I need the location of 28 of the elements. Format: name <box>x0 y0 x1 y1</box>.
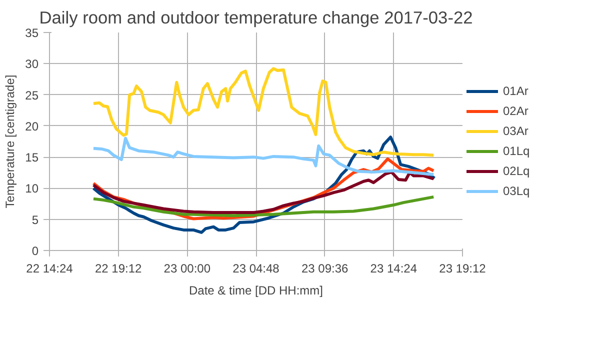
x-tick-label: 23 00:00 <box>164 262 211 276</box>
x-tick-label: 23 19:12 <box>439 262 486 276</box>
legend-label: 01Ar <box>503 84 530 98</box>
legend-label: 02Lq <box>503 164 531 178</box>
y-axis-title: Temperature [centigrade] <box>3 74 18 208</box>
y-tick-label: 20 <box>25 119 39 134</box>
y-tick-label: 0 <box>32 244 39 258</box>
line-series <box>92 195 436 218</box>
x-tick-label: 23 09:36 <box>301 262 349 276</box>
y-tick-label: 35 <box>25 26 39 40</box>
x-tick-label: 23 14:24 <box>370 262 418 276</box>
y-tick-label: 5 <box>32 212 39 227</box>
y-tick-label: 15 <box>25 150 39 165</box>
x-axis-title: Date & time [DD HH:mm] <box>188 284 324 298</box>
legend-label: 01Lq <box>503 144 531 158</box>
x-tick-label: 22 14:24 <box>26 262 74 276</box>
y-tick-label: 30 <box>25 57 39 72</box>
line-series <box>92 170 436 214</box>
chart-title: Daily room and outdoor temperature change 2017-03-22 <box>39 8 473 28</box>
x-tick-label: 23 04:48 <box>232 262 280 276</box>
legend-label: 03Ar <box>503 124 530 138</box>
y-tick-label: 25 <box>25 88 39 102</box>
legend-label: 02Ar <box>503 104 530 118</box>
x-tick-label: 22 19:12 <box>94 262 142 276</box>
legend-label: 03Lq <box>503 184 531 198</box>
y-tick-label: 10 <box>25 182 39 196</box>
line-series <box>92 67 436 157</box>
line-series <box>92 136 436 176</box>
